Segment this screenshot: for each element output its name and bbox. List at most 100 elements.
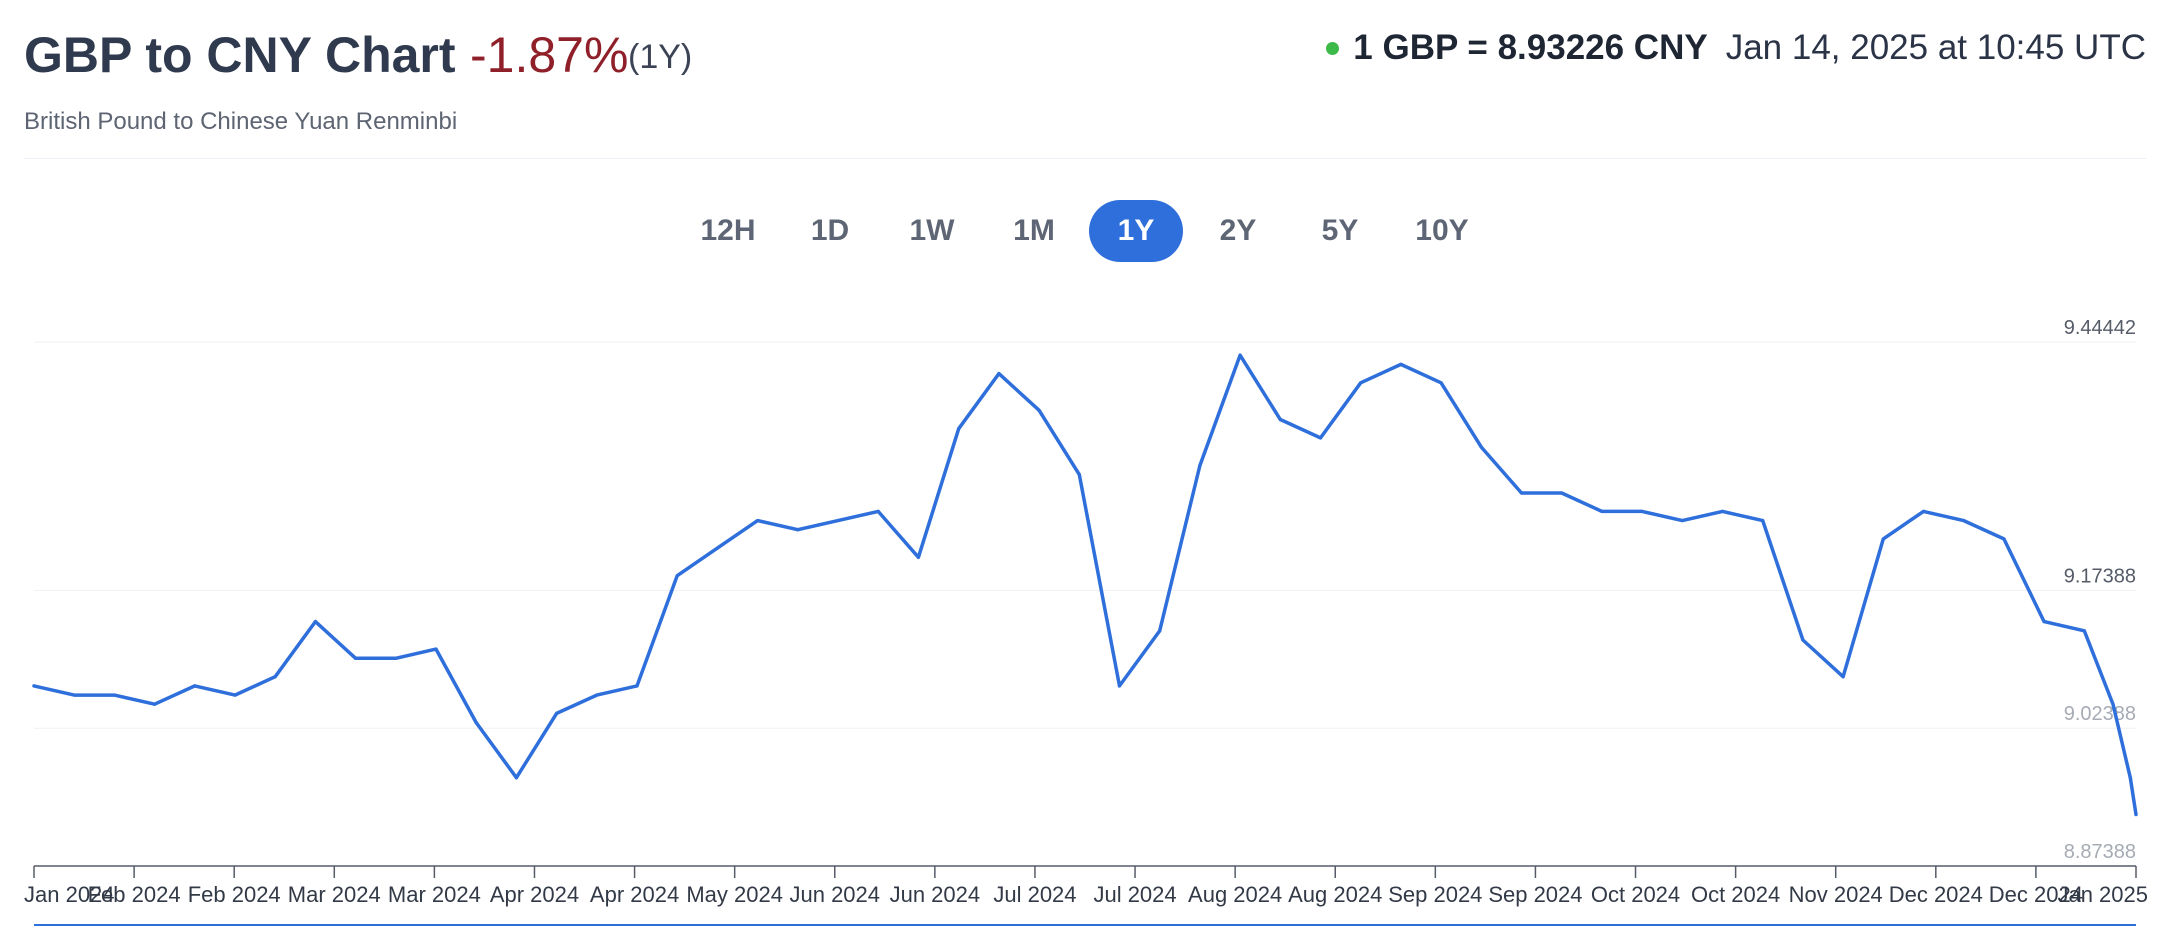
data-point <box>1962 518 1966 523</box>
data-point <box>1680 518 1684 523</box>
x-tick-label: Mar 2024 <box>388 882 481 907</box>
data-point <box>1720 509 1725 513</box>
data-point <box>1921 509 1926 513</box>
x-tick-label: Jul 2024 <box>993 882 1076 907</box>
period-selector: 12H 1D 1W 1M 1Y 2Y 5Y 10Y <box>0 200 2170 262</box>
x-tick-label: Oct 2024 <box>1691 882 1780 907</box>
data-point <box>876 509 880 513</box>
x-tick-label: Jan 2025 <box>2057 882 2148 907</box>
data-point <box>635 684 639 688</box>
data-point <box>233 693 237 697</box>
y-tick-label: 9.44442 <box>2064 317 2136 339</box>
data-point <box>2042 619 2046 624</box>
period-button-1m[interactable]: 1M <box>1013 214 1055 247</box>
data-point <box>1560 491 1564 495</box>
period-button-1d[interactable]: 1D <box>810 214 850 247</box>
data-point <box>1479 445 1483 449</box>
data-point <box>394 656 398 660</box>
data-point <box>2002 537 2006 541</box>
x-tick-label: Dec 2024 <box>1889 882 1983 907</box>
data-point <box>1077 473 1081 477</box>
data-point <box>2134 812 2138 817</box>
data-point <box>1600 509 1604 513</box>
data-point <box>1318 436 1323 440</box>
x-tick-label: Sep 2024 <box>1388 882 1482 907</box>
x-tick-label: Apr 2024 <box>490 882 579 907</box>
data-point <box>957 427 961 431</box>
data-point <box>313 619 318 624</box>
period-button-2y[interactable]: 2Y <box>1219 214 1257 247</box>
x-tick-label: May 2024 <box>686 882 783 907</box>
current-rate: 1 GBP = 8.93226 CNY <box>1353 28 1708 67</box>
data-point <box>1198 463 1202 468</box>
data-point <box>555 711 559 716</box>
data-point <box>112 693 117 697</box>
x-tick-label: Aug 2024 <box>1188 882 1282 907</box>
data-point <box>1439 381 1443 385</box>
x-tick-label: Jun 2024 <box>890 882 981 907</box>
x-tick-label: Aug 2024 <box>1288 882 1382 907</box>
data-point <box>1359 381 1363 385</box>
data-point <box>514 776 519 780</box>
data-point <box>595 693 599 697</box>
data-point <box>32 684 36 688</box>
page-subtitle: British Pound to Chinese Yuan Renminbi <box>24 108 458 135</box>
period-button-1w[interactable]: 1W <box>909 214 955 247</box>
data-point <box>434 647 438 651</box>
period-button-5y[interactable]: 5Y <box>1321 214 1359 247</box>
data-point <box>836 518 840 523</box>
data-point <box>1640 509 1644 513</box>
data-point <box>1881 537 1885 541</box>
live-status-dot-icon <box>1326 41 1340 55</box>
data-point <box>1761 518 1765 523</box>
x-tick-label: Dec 2024 <box>1989 882 2083 907</box>
data-point <box>1519 491 1524 495</box>
x-tick-label: Nov 2024 <box>1789 882 1883 907</box>
data-point <box>1238 353 1242 357</box>
series-line <box>32 353 2138 817</box>
period-tag: (1Y) <box>628 38 693 76</box>
change-percent: -1.87% <box>470 27 629 83</box>
x-tick-label: Apr 2024 <box>590 882 679 907</box>
data-point <box>1037 408 1041 412</box>
data-point <box>193 684 197 688</box>
x-tick-label: Jun 2024 <box>789 882 880 907</box>
header-divider <box>24 158 2146 159</box>
x-tick-label: Oct 2024 <box>1591 882 1680 907</box>
range-navigator <box>34 924 2136 926</box>
y-tick-label: 8.87388 <box>2064 841 2136 863</box>
rate-timestamp: Jan 14, 2025 at 10:45 UTC <box>1725 28 2146 67</box>
data-point <box>1278 417 1282 422</box>
data-point <box>354 656 358 660</box>
rate-line-chart[interactable]: 9.44442 9.17388 9.02388 8.87388 Jan 2024 Feb … <box>0 300 2170 926</box>
x-tick-label: Feb 2024 <box>188 882 281 907</box>
period-button-12h[interactable]: 12H <box>700 214 756 247</box>
chart-header: GBP to CNY Chart -1.87% (1Y) British Pou… <box>24 18 2146 158</box>
x-tick-label: Sep 2024 <box>1488 882 1582 907</box>
data-point <box>1801 638 1805 642</box>
data-point <box>1158 629 1162 633</box>
data-point <box>675 574 679 578</box>
period-button-10y[interactable]: 10Y <box>1415 214 1469 247</box>
data-point <box>715 546 720 550</box>
data-point <box>756 518 760 523</box>
y-tick-label: 9.02388 <box>2064 703 2136 725</box>
data-point <box>1399 362 1403 367</box>
data-point <box>2082 629 2086 633</box>
data-point <box>1117 684 1122 688</box>
period-button-1y[interactable]: 1Y <box>1089 200 1183 262</box>
data-point <box>997 372 1001 376</box>
data-point <box>273 675 277 679</box>
data-point <box>153 702 157 706</box>
data-point <box>2128 776 2132 780</box>
y-tick-label: 9.17388 <box>2064 565 2136 587</box>
x-tick-label: Jan 2024 <box>24 882 115 907</box>
page-title: GBP to CNY Chart <box>24 27 456 83</box>
data-point <box>474 721 478 725</box>
data-point <box>796 528 800 532</box>
data-point <box>1841 675 1845 679</box>
data-point <box>2111 702 2115 706</box>
data-point <box>916 555 921 559</box>
live-rate: 1 GBP = 8.93226 CNY Jan 14, 2025 at 10:4… <box>1326 28 2146 68</box>
x-tick-label: Mar 2024 <box>288 882 381 907</box>
